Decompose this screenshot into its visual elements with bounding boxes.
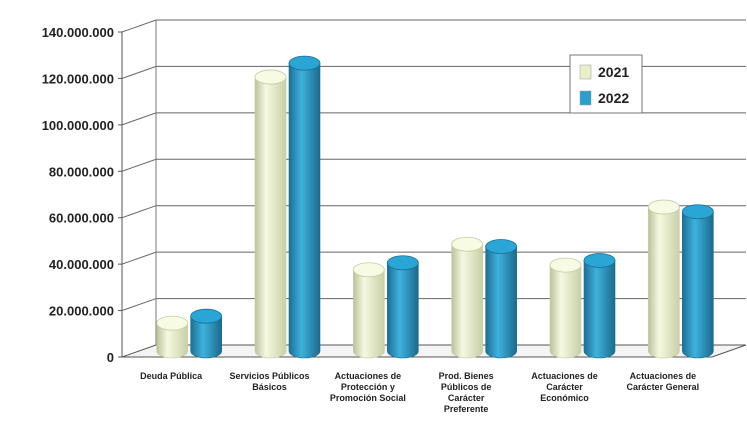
bar-top	[254, 69, 287, 85]
bar-body	[485, 246, 517, 359]
y-tick-label: 60.000.000	[49, 211, 114, 226]
bar-body	[549, 264, 582, 359]
y-tick-label: 100.000.000	[42, 118, 114, 133]
bar-top	[485, 239, 518, 254]
x-tick-label: Actuaciones de Carácter Económico	[531, 371, 598, 403]
bar-2022-1	[288, 55, 321, 359]
bar-2022-0	[190, 308, 223, 359]
y-tick-label: 40.000.000	[49, 257, 114, 272]
bar-body	[682, 211, 714, 359]
y-tick-label: 20.000.000	[49, 304, 114, 319]
y-tick-label: 0	[107, 350, 114, 365]
bar-body	[156, 322, 188, 359]
y-tick-label: 140.000.000	[42, 25, 114, 40]
gridline	[121, 19, 746, 33]
bars	[156, 55, 714, 359]
bar-body	[451, 243, 483, 359]
x-tick-label: Deuda Pública	[140, 371, 203, 381]
gridline	[121, 65, 746, 79]
bar-body	[387, 262, 419, 359]
x-tick-label: Prod. Bienes Públicos de Carácter Preferent…	[439, 371, 494, 414]
y-tick-label: 120.000.000	[42, 71, 114, 86]
gridline	[121, 112, 746, 126]
bar-2021-0	[156, 315, 189, 359]
bar-top	[156, 315, 189, 331]
bar-body	[288, 62, 321, 359]
bar-body	[353, 269, 385, 359]
bar-top	[549, 257, 582, 273]
legend-swatch-2022	[579, 90, 592, 106]
bar-2022-5	[681, 204, 714, 359]
bar-2021-3	[451, 236, 484, 359]
bar-top	[288, 55, 321, 71]
bar-2021-1	[254, 69, 287, 359]
bar-top	[386, 255, 419, 271]
bar-body	[254, 76, 287, 359]
bar-body	[190, 315, 222, 359]
bar-2021-4	[549, 257, 582, 359]
bar-top	[681, 204, 714, 220]
bar-top	[583, 253, 616, 268]
legend: 2021 2022	[569, 54, 643, 114]
bar-top	[647, 199, 680, 215]
x-tick-label: Actuaciones de Carácter General	[627, 371, 700, 392]
legend-label-2021: 2021	[598, 64, 629, 80]
bar-body	[648, 206, 680, 359]
bar-2021-5	[647, 199, 680, 359]
bar-top	[190, 308, 223, 324]
y-tick-label: 80.000.000	[49, 164, 114, 179]
bar-body	[583, 260, 616, 359]
bar-2021-2	[352, 262, 385, 359]
bar-2022-2	[386, 255, 419, 359]
x-tick-label: Servicios Públicos Básicos	[229, 371, 309, 392]
bar-2022-3	[485, 239, 518, 359]
tick-labels: 0 20.000.000 40.000.000 60.000.000 80.000.00…	[42, 25, 699, 414]
legend-label-2022: 2022	[598, 90, 629, 106]
bar-2022-4	[583, 253, 616, 359]
x-tick-label: Actuaciones de Protección y Promoción Soci…	[330, 371, 406, 403]
legend-swatch-2021	[579, 64, 592, 80]
bar-top	[352, 262, 385, 278]
bar-top	[451, 236, 484, 252]
gridline	[121, 158, 746, 172]
